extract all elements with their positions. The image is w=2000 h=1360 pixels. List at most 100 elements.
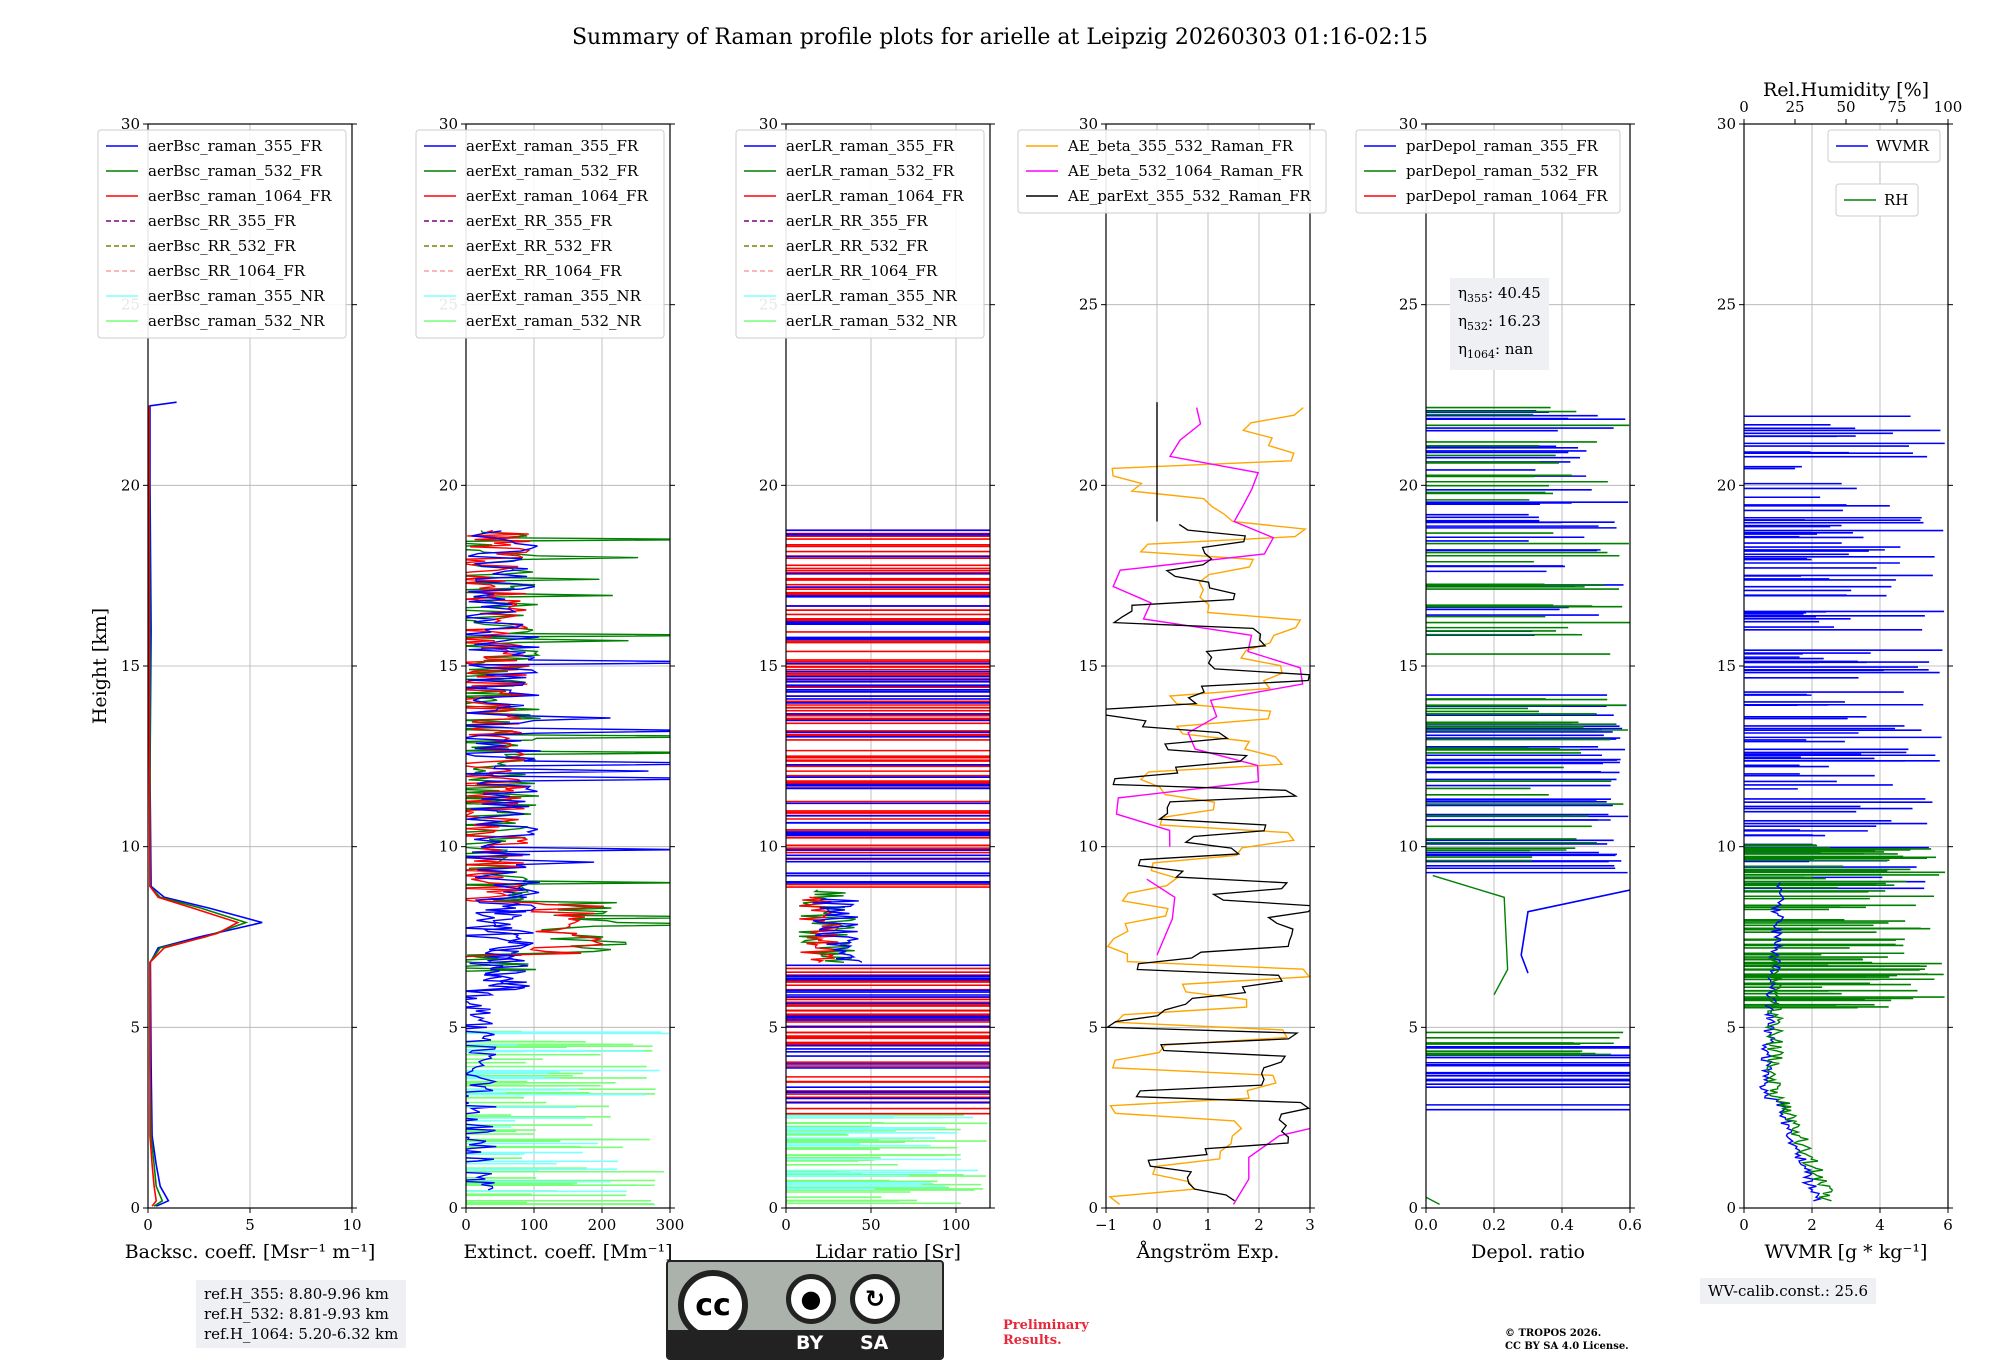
x-tick-label: 300 <box>656 1216 685 1234</box>
x-axis-label: Extinct. coeff. [Mm⁻¹] <box>463 1241 672 1263</box>
panel-1: 0510152025300510Backsc. coeff. [Msr⁻¹ m⁻… <box>89 115 375 1263</box>
x-top-tick-label: 25 <box>1785 98 1804 116</box>
x-tick-label: 0 <box>143 1216 153 1234</box>
series-WVMR <box>1758 882 1822 1202</box>
panel-2: 0510152025300100200300Extinct. coeff. [M… <box>415 115 685 1263</box>
x-tick-label: 100 <box>942 1216 971 1234</box>
series-RH <box>1764 954 1834 1202</box>
y-tick-label: 30 <box>1399 115 1418 133</box>
legend: parDepol_raman_355_FR parDepol_raman_532_… <box>1355 129 1621 214</box>
by-person-icon: ● <box>786 1274 836 1324</box>
y-tick-label: 15 <box>1399 657 1418 675</box>
x-top-tick-label: 50 <box>1836 98 1855 116</box>
x-tick-label: 0.2 <box>1482 1216 1506 1234</box>
figure-title: Summary of Raman profile plots for ariel… <box>572 25 1428 50</box>
preliminary-results-note: Preliminary Results. <box>1003 1318 1089 1348</box>
x-axis-label: Ångström Exp. <box>1136 1241 1280 1263</box>
legend-entry: aerBsc_RR_355_FR <box>148 212 296 230</box>
y-tick-label: 5 <box>1408 1018 1418 1036</box>
y-tick-label: 0 <box>768 1199 778 1217</box>
x-tick-label: 6 <box>1943 1216 1953 1234</box>
x-tick-label: 0.6 <box>1618 1216 1642 1234</box>
legend-box <box>1827 129 1941 163</box>
y-tick-label: 30 <box>759 115 778 133</box>
copyright-line-2: CC BY SA 4.0 License. <box>1505 1341 1629 1352</box>
y-tick-label: 5 <box>1088 1018 1098 1036</box>
eta-1064: η1064: nan <box>1458 340 1534 361</box>
x-axis-label: Depol. ratio <box>1471 1241 1585 1263</box>
legend-entry: AE_parExt_355_532_Raman_FR <box>1067 187 1312 205</box>
y-tick-label: 20 <box>1079 476 1098 494</box>
copyright-note: © TROPOS 2026. CC BY SA 4.0 License. <box>1505 1327 1629 1353</box>
plot-area <box>1744 415 1946 1202</box>
y-tick-label: 30 <box>1079 115 1098 133</box>
legend-entry: aerBsc_raman_532_FR <box>148 162 323 180</box>
series-parDepol-355-layer <box>1520 889 1630 974</box>
legend-box-rh <box>1835 183 1919 217</box>
legend-entry: parDepol_raman_532_FR <box>1406 162 1599 180</box>
legend-entry: aerExt_RR_355_FR <box>466 212 613 230</box>
y-tick-label: 15 <box>439 657 458 675</box>
legend-entry: AE_beta_532_1064_Raman_FR <box>1067 162 1303 180</box>
legend-entry: aerExt_RR_532_FR <box>466 237 613 255</box>
y-tick-label: 5 <box>768 1018 778 1036</box>
x-tick-label: 0 <box>1152 1216 1162 1234</box>
y-tick-label: 20 <box>121 476 140 494</box>
legend-entry: aerExt_raman_532_NR <box>466 312 642 330</box>
plot-area <box>1426 406 1630 1206</box>
y-tick-label: 25 <box>1717 296 1736 314</box>
legend-entry: AE_beta_355_532_Raman_FR <box>1067 137 1294 155</box>
legend-entry: RH <box>1884 191 1908 209</box>
y-tick-label: 10 <box>439 838 458 856</box>
x-tick-label: 4 <box>1875 1216 1885 1234</box>
series-parDepol-532-near <box>1426 1196 1440 1206</box>
cc-license-badge: cc ● ↻ BY SA <box>666 1260 944 1360</box>
x-tick-label: 2 <box>1807 1216 1817 1234</box>
y-tick-label: 10 <box>1717 838 1736 856</box>
legend-box <box>735 129 985 339</box>
preliminary-line-1: Preliminary <box>1003 1318 1089 1333</box>
legend-entry: aerBsc_RR_532_FR <box>148 237 296 255</box>
series-AE-beta-532-1064-low <box>1232 1127 1310 1205</box>
legend-entry: parDepol_raman_1064_FR <box>1406 187 1608 205</box>
cc-bottom-bar <box>668 1330 942 1358</box>
legend-entry: aerExt_raman_1064_FR <box>466 187 648 205</box>
y-axis-label: Height [km] <box>89 608 111 724</box>
legend-entry: aerBsc_raman_1064_FR <box>148 187 332 205</box>
y-tick-label: 20 <box>759 476 778 494</box>
x-top-tick-label: 75 <box>1887 98 1906 116</box>
x-tick-label: 2 <box>1254 1216 1264 1234</box>
series-AE-beta-532-1064 <box>1112 407 1304 847</box>
series-AE-parExt-355-532 <box>1106 523 1310 1202</box>
series-aerBsc_raman_1064_FR <box>148 405 240 1207</box>
y-tick-label: 15 <box>759 657 778 675</box>
y-tick-label: 30 <box>1717 115 1736 133</box>
legend-box <box>1017 129 1327 214</box>
cc-sa-label: SA <box>860 1332 889 1354</box>
legend-entry: aerBsc_raman_355_NR <box>148 287 325 305</box>
legend-entry: aerLR_raman_1064_FR <box>786 187 964 205</box>
legend-entry: aerLR_RR_355_FR <box>786 212 928 230</box>
series-aerBsc_raman_532_FR <box>148 405 249 1207</box>
y-tick-label: 10 <box>1079 838 1098 856</box>
series-aerLR-raman-355-fr-layer <box>812 898 863 963</box>
legend-entry: aerBsc_RR_1064_FR <box>148 262 306 280</box>
legend: aerBsc_raman_355_FR aerBsc_raman_532_FRae… <box>97 129 347 339</box>
series-aerExt-raman-355-fr-upper <box>466 530 670 992</box>
y-tick-label: 15 <box>1717 657 1736 675</box>
legend-entry: aerBsc_raman_355_FR <box>148 137 323 155</box>
legend-entry: aerLR_raman_355_FR <box>786 137 955 155</box>
y-tick-label: 20 <box>1399 476 1418 494</box>
legend: aerExt_raman_355_FR aerExt_raman_532_FRae… <box>415 129 665 339</box>
ref-height-355: ref.H_355: 8.80-9.96 km <box>204 1285 389 1303</box>
series-aerBsc_raman_355_FR <box>149 401 263 1207</box>
legend: WVMR RH <box>1827 129 1941 217</box>
legend-entry: aerExt_raman_355_NR <box>466 287 642 305</box>
plot-area <box>148 401 263 1207</box>
series-AE-beta-532-1064-layer <box>1146 878 1176 956</box>
x-tick-label: 50 <box>861 1216 880 1234</box>
plot-area <box>466 529 670 1206</box>
y-tick-label: 0 <box>1408 1199 1418 1217</box>
